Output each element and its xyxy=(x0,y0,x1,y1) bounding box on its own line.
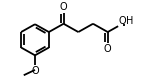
Text: O: O xyxy=(119,16,126,26)
Text: O: O xyxy=(104,44,112,54)
Text: O: O xyxy=(31,67,39,76)
Text: H: H xyxy=(126,16,134,26)
Text: O: O xyxy=(60,2,67,12)
